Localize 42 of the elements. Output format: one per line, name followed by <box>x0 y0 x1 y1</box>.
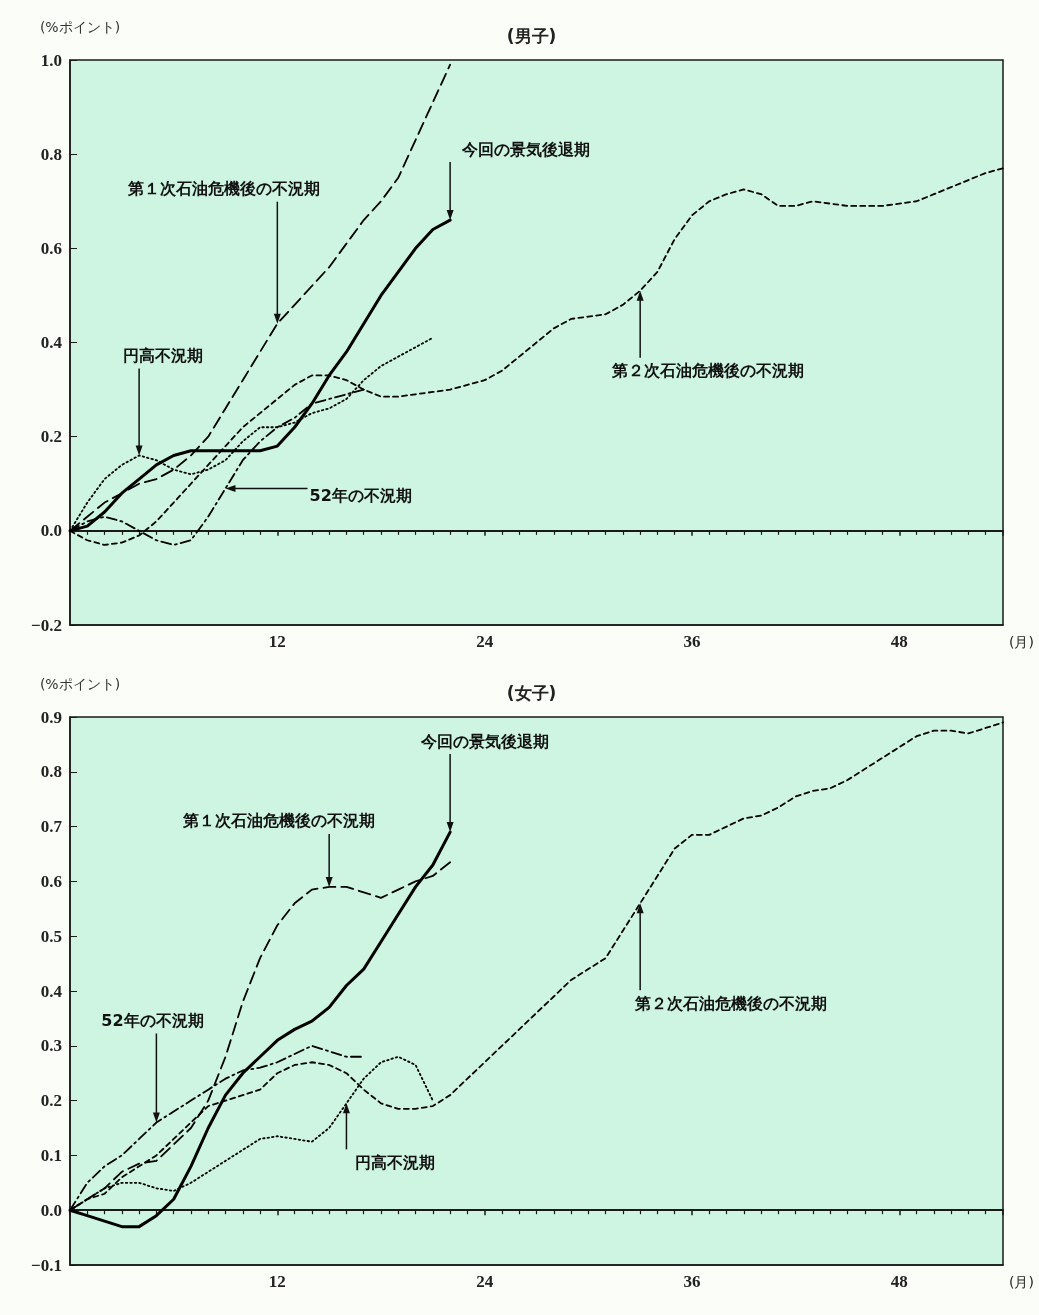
x-tick-label: 12 <box>268 1272 286 1291</box>
y-tick-label: 0.1 <box>40 1145 62 1165</box>
x-axis-title: (月) <box>1009 634 1034 650</box>
x-tick-label: 12 <box>268 632 286 651</box>
annotation: 第２次石油危機後の不況期 <box>634 993 828 1013</box>
y-tick-label: 0.2 <box>40 427 62 447</box>
x-tick-label: 48 <box>890 632 908 651</box>
annotation: 52年の不況期 <box>101 1011 204 1031</box>
y-tick-label: 0.3 <box>40 1036 62 1056</box>
x-axis-title: (月) <box>1009 1274 1034 1290</box>
annotation: 円高不況期 <box>123 346 204 365</box>
annotation: 第１次石油危機後の不況期 <box>127 179 321 199</box>
y-tick-label: 0.9 <box>40 707 62 727</box>
y-tick-label: −0.1 <box>31 1255 62 1275</box>
y-tick-label: 0.6 <box>40 871 62 891</box>
y-tick-label: 0.5 <box>40 926 62 946</box>
y-tick-label: 0.6 <box>40 238 62 258</box>
annotation: 今回の景気後退期 <box>420 731 550 751</box>
y-axis-title: (%ポイント) <box>39 19 121 35</box>
annotation: 第１次石油危機後の不況期 <box>182 811 376 831</box>
y-tick-label: 0.0 <box>40 521 62 541</box>
y-tick-label: 0.4 <box>40 333 63 352</box>
y-tick-label: 0.8 <box>40 762 62 782</box>
annotation: 今回の景気後退期 <box>461 139 591 159</box>
chart-title: (女子) <box>506 682 557 703</box>
annotation: 52年の不況期 <box>309 485 412 505</box>
y-tick-label: 1.0 <box>40 50 62 70</box>
x-tick-label: 48 <box>890 1272 908 1291</box>
y-axis-title: (%ポイント) <box>39 676 121 692</box>
y-tick-label: 0.2 <box>40 1091 62 1111</box>
x-tick-label: 24 <box>476 1272 494 1291</box>
chart-title: (男子) <box>506 25 557 46</box>
x-tick-label: 24 <box>476 632 494 651</box>
y-tick-label: 0.7 <box>40 817 63 837</box>
annotation: 円高不況期 <box>355 1152 436 1172</box>
x-tick-label: 36 <box>683 1272 701 1291</box>
y-tick-label: 0.8 <box>40 144 62 164</box>
y-tick-label: −0.2 <box>31 615 62 635</box>
x-tick-label: 36 <box>683 632 701 651</box>
annotation: 第２次石油危機後の不況期 <box>611 361 805 381</box>
y-tick-label: 0.4 <box>40 981 63 1001</box>
y-tick-label: 0.0 <box>40 1200 62 1220</box>
